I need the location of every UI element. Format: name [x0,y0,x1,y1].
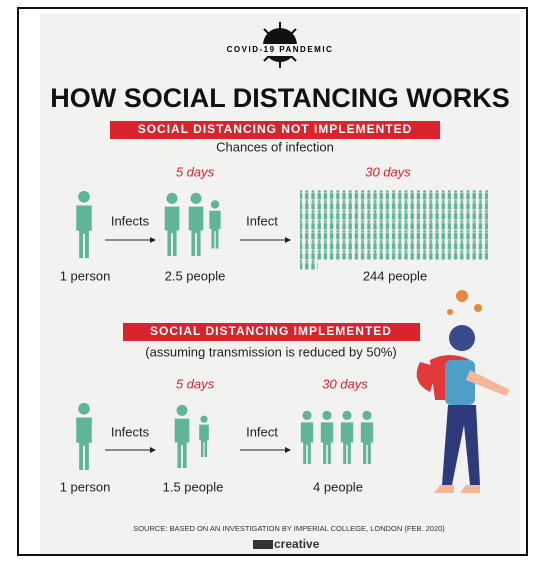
verb: Infect [246,424,278,439]
subtitle: (assuming transmission is reduced by 50%… [145,344,396,359]
badge: COVID-19 PANDEMIC [227,45,334,54]
logo-badge [253,540,273,549]
count-label: 244 people [363,268,427,283]
infographic: COVID-19 PANDEMIC HOW SOCIAL DISTANCING … [0,0,543,561]
verb: Infects [111,213,150,228]
title: HOW SOCIAL DISTANCING WORKS [50,83,510,113]
period: 5 days [176,376,215,391]
count-label: 2.5 people [165,268,226,283]
banner-text: SOCIAL DISTANCING IMPLEMENTED [150,324,392,338]
count-label: 1 person [60,479,111,494]
banner-text: SOCIAL DISTANCING NOT IMPLEMENTED [138,122,413,136]
verb: Infects [111,424,150,439]
count-label: 4 people [313,479,363,494]
source: SOURCE: BASED ON AN INVESTIGATION BY IMP… [133,524,445,533]
logo: creative [274,537,320,551]
period: 5 days [176,164,215,179]
count-label: 1 person [60,268,111,283]
period: 30 days [322,376,368,391]
verb: Infect [246,213,278,228]
crowd [300,190,488,260]
count-label: 1.5 people [163,479,224,494]
crowd [300,260,318,270]
period: 30 days [365,164,411,179]
subtitle: Chances of infection [216,139,334,154]
